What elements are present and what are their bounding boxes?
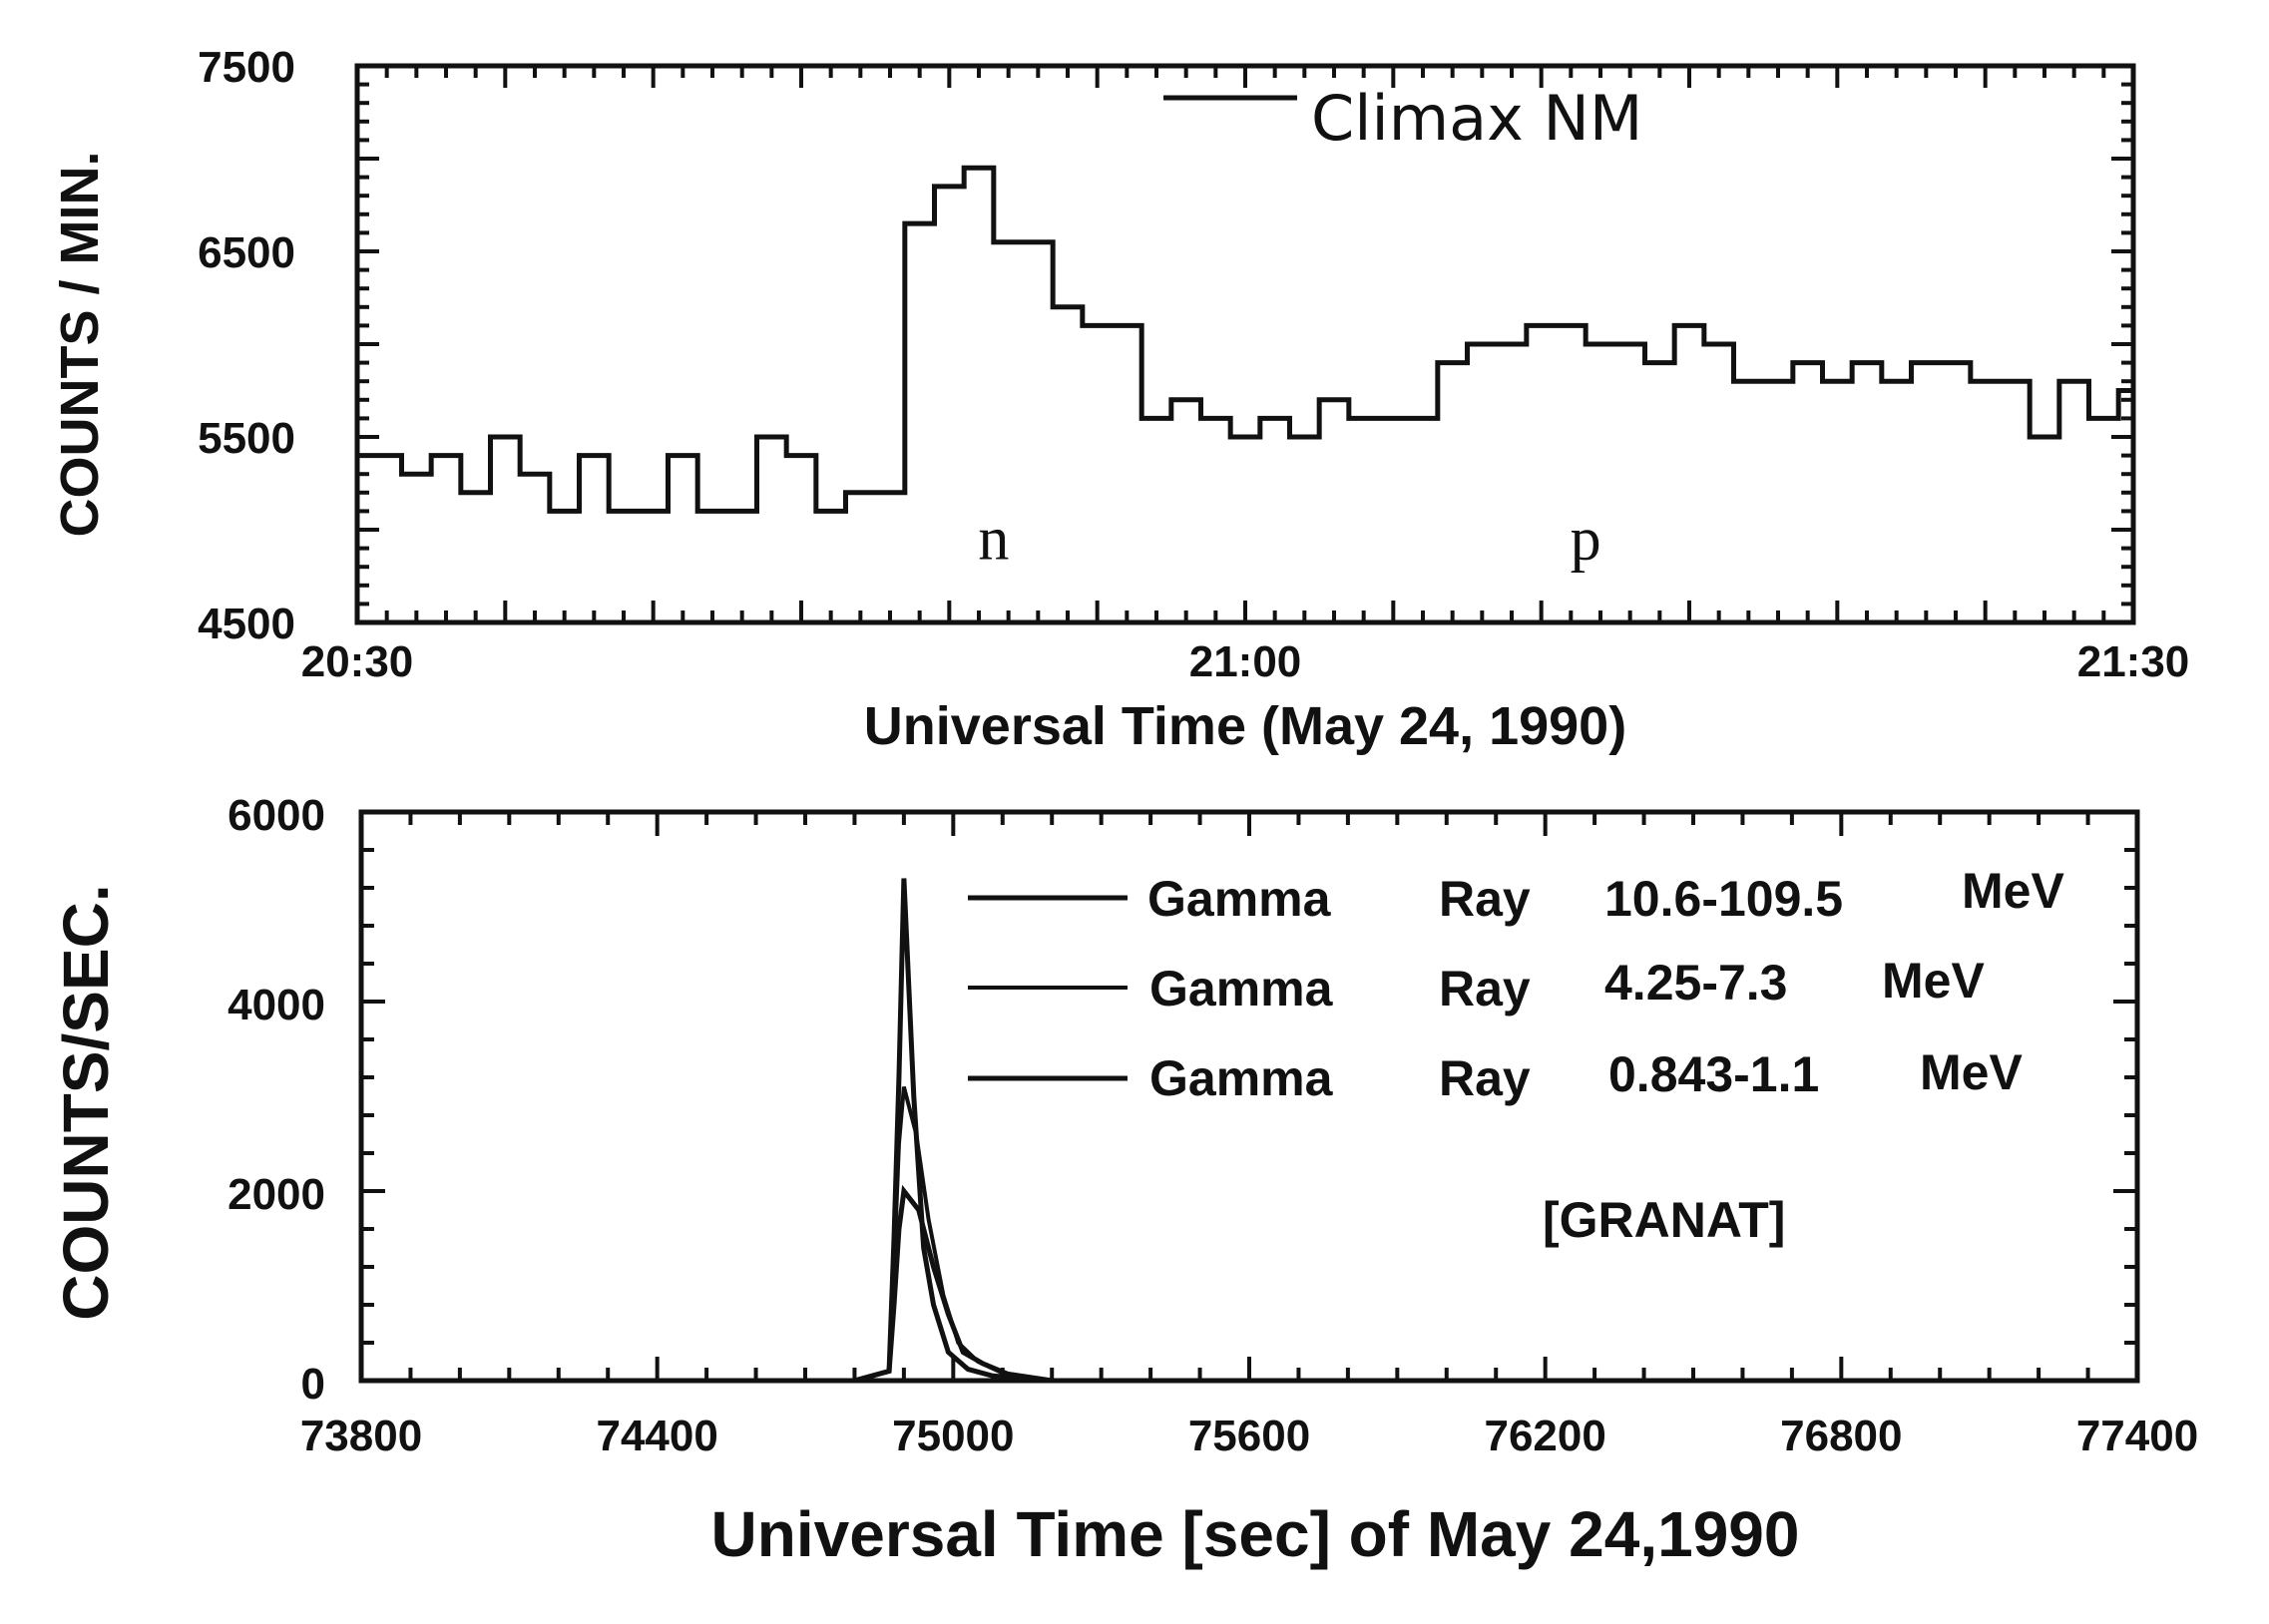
legend-label-climax-nm: Climax NM bbox=[1311, 82, 1642, 155]
series-gamma-ray-2 bbox=[361, 1085, 2137, 1383]
x-tick-label: 76800 bbox=[1780, 1412, 1902, 1460]
y-tick-label: 7500 bbox=[198, 43, 295, 92]
x-tick-label: 77400 bbox=[2076, 1412, 2198, 1460]
top-chart-x-tick-labels: 20:30 21:00 21:30 bbox=[301, 637, 2190, 686]
x-tick-label: 75000 bbox=[892, 1412, 1014, 1460]
granat-annotation: [GRANAT] bbox=[1543, 1192, 1785, 1248]
legend-gamma-word: Gamma bbox=[1147, 871, 1332, 927]
top-chart: 7500 6500 5500 4500 20:30 21:00 21:30 Climax … bbox=[50, 43, 2189, 756]
x-tick-label: 76200 bbox=[1484, 1412, 1605, 1460]
legend-unit: MeV bbox=[1920, 1044, 2023, 1100]
x-tick-label: 75600 bbox=[1188, 1412, 1310, 1460]
series-gamma-ray-1 bbox=[361, 878, 2137, 1384]
y-tick-label: 5500 bbox=[198, 414, 295, 463]
y-tick-label: 6500 bbox=[198, 228, 295, 277]
legend-unit: MeV bbox=[1962, 863, 2064, 919]
legend-gamma-word: Gamma bbox=[1149, 1050, 1334, 1106]
bottom-chart-y-axis-label: COUNTS/SEC. bbox=[50, 884, 122, 1320]
legend-gamma-word: Gamma bbox=[1149, 961, 1334, 1016]
x-tick-label: 74400 bbox=[596, 1412, 717, 1460]
legend-energy-range: 0.843-1.1 bbox=[1608, 1046, 1819, 1102]
bottom-chart-legend: Gamma Ray 10.6-109.5 MeV Gamma Ray 4.25-… bbox=[968, 863, 2064, 1106]
x-tick-label: 21:30 bbox=[2077, 637, 2190, 686]
annotation-n: n bbox=[978, 505, 1009, 573]
y-tick-label: 6000 bbox=[227, 791, 325, 840]
series-gamma-ray-3 bbox=[361, 1184, 2137, 1384]
bottom-chart-series bbox=[361, 878, 2137, 1384]
top-chart-frame bbox=[354, 63, 2136, 625]
bottom-chart-x-tick-labels: 73800 74400 75000 75600 76200 76800 77400 bbox=[300, 1412, 2198, 1460]
legend-unit: MeV bbox=[1882, 953, 1985, 1009]
legend-ray-word: Ray bbox=[1439, 961, 1531, 1016]
top-chart-y-axis-label: COUNTS / MIN. bbox=[50, 152, 110, 538]
top-chart-ticks bbox=[355, 64, 2135, 624]
y-tick-label: 0 bbox=[301, 1360, 325, 1409]
y-tick-label: 2000 bbox=[227, 1170, 325, 1219]
legend-energy-range: 10.6-109.5 bbox=[1604, 871, 1843, 927]
legend-energy-range: 4.25-7.3 bbox=[1604, 955, 1787, 1011]
x-tick-label: 73800 bbox=[300, 1412, 422, 1460]
legend-ray-word: Ray bbox=[1439, 1050, 1531, 1106]
annotation-p: p bbox=[1571, 505, 1601, 573]
x-tick-label: 20:30 bbox=[301, 637, 414, 686]
series-climax-nm bbox=[357, 165, 2133, 514]
legend-ray-word: Ray bbox=[1439, 871, 1531, 927]
top-chart-y-tick-labels: 7500 6500 5500 4500 bbox=[198, 43, 295, 648]
bottom-chart-y-tick-labels: 6000 4000 2000 0 bbox=[227, 791, 325, 1409]
x-tick-label: 21:00 bbox=[1189, 637, 1302, 686]
y-tick-label: 4500 bbox=[198, 600, 295, 648]
top-chart-x-axis-label: Universal Time (May 24, 1990) bbox=[864, 696, 1626, 756]
bottom-chart-x-axis-label: Universal Time [sec] of May 24,1990 bbox=[711, 1498, 1800, 1570]
y-tick-label: 4000 bbox=[227, 981, 325, 1029]
